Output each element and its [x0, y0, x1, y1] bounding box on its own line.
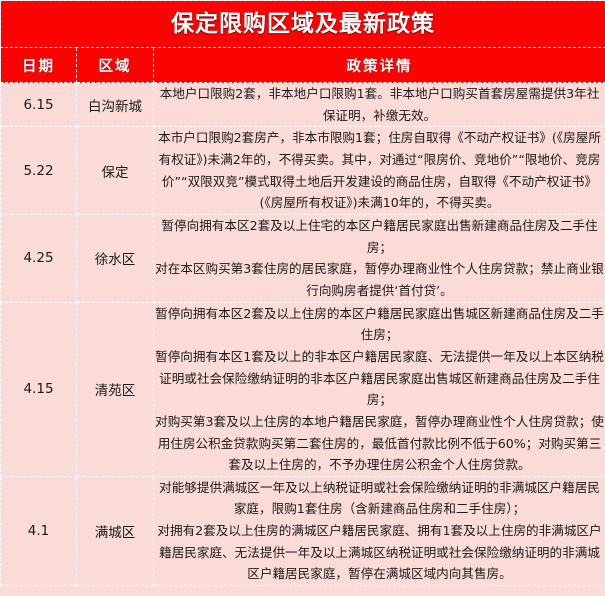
column-header-detail-label: 政策详情	[346, 58, 413, 75]
cell-date: 5.22	[0, 126, 77, 215]
policy-paragraph: 对能够提供满城区一年及以上纳税证明或社会保险缴纳证明的非满城区户籍居民家庭，限购…	[159, 479, 600, 517]
cell-area: 清苑区	[76, 301, 154, 477]
policy-paragraph: 暂停向拥有本区2套及以上住宅的本区户籍居民家庭出售新建商品住房及二手住房；	[161, 217, 598, 255]
cell-area: 白沟新城	[76, 81, 154, 128]
column-header-date: 日期	[0, 47, 77, 83]
column-header-area: 区域	[76, 47, 154, 83]
table-row: 4.1 满城区 对能够提供满城区一年及以上纳税证明或社会保险缴纳证明的非满城区户…	[0, 475, 605, 587]
table-header-row: 日期 区域 政策详情	[0, 47, 605, 83]
table-title-row: 保定限购区域及最新政策	[0, 0, 605, 48]
cell-date: 4.15	[0, 301, 77, 477]
cell-date: 6.15	[0, 81, 77, 128]
cell-date: 4.25	[0, 213, 77, 303]
table-title-cell: 保定限购区域及最新政策	[0, 0, 605, 48]
cell-date: 4.1	[0, 475, 77, 587]
cell-detail: 本地户口限购2套，非本地户口限购1套。非本地户口购买首套房屋需提供3年社保证明，…	[152, 81, 605, 128]
policy-paragraph: 对拥有2套及以上住房的满城区户籍居民家庭、拥有1套及以上住房的非满城区户籍居民家…	[157, 523, 602, 582]
cell-detail: 对能够提供满城区一年及以上纳税证明或社会保险缴纳证明的非满城区户籍居民家庭，限购…	[152, 475, 605, 587]
policy-paragraph: 暂停向拥有本区2套及以上住房的本区户籍居民家庭出售城区新建商品住房及二手住房；	[155, 305, 604, 343]
cell-detail: 暂停向拥有本区2套及以上住宅的本区户籍居民家庭出售新建商品住房及二手住房； 对在…	[152, 213, 605, 303]
policy-paragraph: 本市户口限购2套房产，非本市限购1套；住房自取得《不动产权证书》(《房屋所有权证…	[158, 130, 601, 211]
cell-area: 满城区	[76, 475, 154, 587]
table-row: 4.15 清苑区 暂停向拥有本区2套及以上住房的本区户籍居民家庭出售城区新建商品…	[0, 301, 605, 477]
cell-detail: 暂停向拥有本区2套及以上住房的本区户籍居民家庭出售城区新建商品住房及二手住房； …	[152, 301, 605, 477]
policy-paragraph: 对在本区购买第3套住房的居民家庭，暂停办理商业性个人住房贷款；禁止商业银行向购房…	[155, 261, 604, 298]
column-header-detail: 政策详情	[152, 47, 605, 83]
policy-paragraph: 暂停向拥有本区1套及以上的非本区户籍居民家庭、无法提供一年及以上本区纳税证明或社…	[155, 348, 604, 408]
column-header-area-label: 区域	[98, 58, 132, 75]
policy-paragraph: 对购买第3套及以上住房的本地户籍居民家庭，暂停办理商业性个人住房贷款；使用住房公…	[155, 413, 604, 473]
cell-area: 徐水区	[76, 213, 154, 303]
policy-paragraph: 本地户口限购2套，非本地户口限购1套。非本地户口购买首套房屋需提供3年社保证明，…	[159, 86, 600, 123]
table-row: 4.25 徐水区 暂停向拥有本区2套及以上住宅的本区户籍居民家庭出售新建商品住房…	[0, 213, 605, 303]
cell-detail: 本市户口限购2套房产，非本市限购1套；住房自取得《不动产权证书》(《房屋所有权证…	[152, 126, 605, 215]
table-row: 5.22 保定 本市户口限购2套房产，非本市限购1套；住房自取得《不动产权证书》…	[0, 126, 605, 215]
table-row: 6.15 白沟新城 本地户口限购2套，非本地户口限购1套。非本地户口购买首套房屋…	[0, 81, 605, 128]
page-title: 保定限购区域及最新政策	[171, 11, 435, 37]
column-header-date-label: 日期	[22, 58, 55, 75]
cell-area: 保定	[76, 126, 154, 215]
